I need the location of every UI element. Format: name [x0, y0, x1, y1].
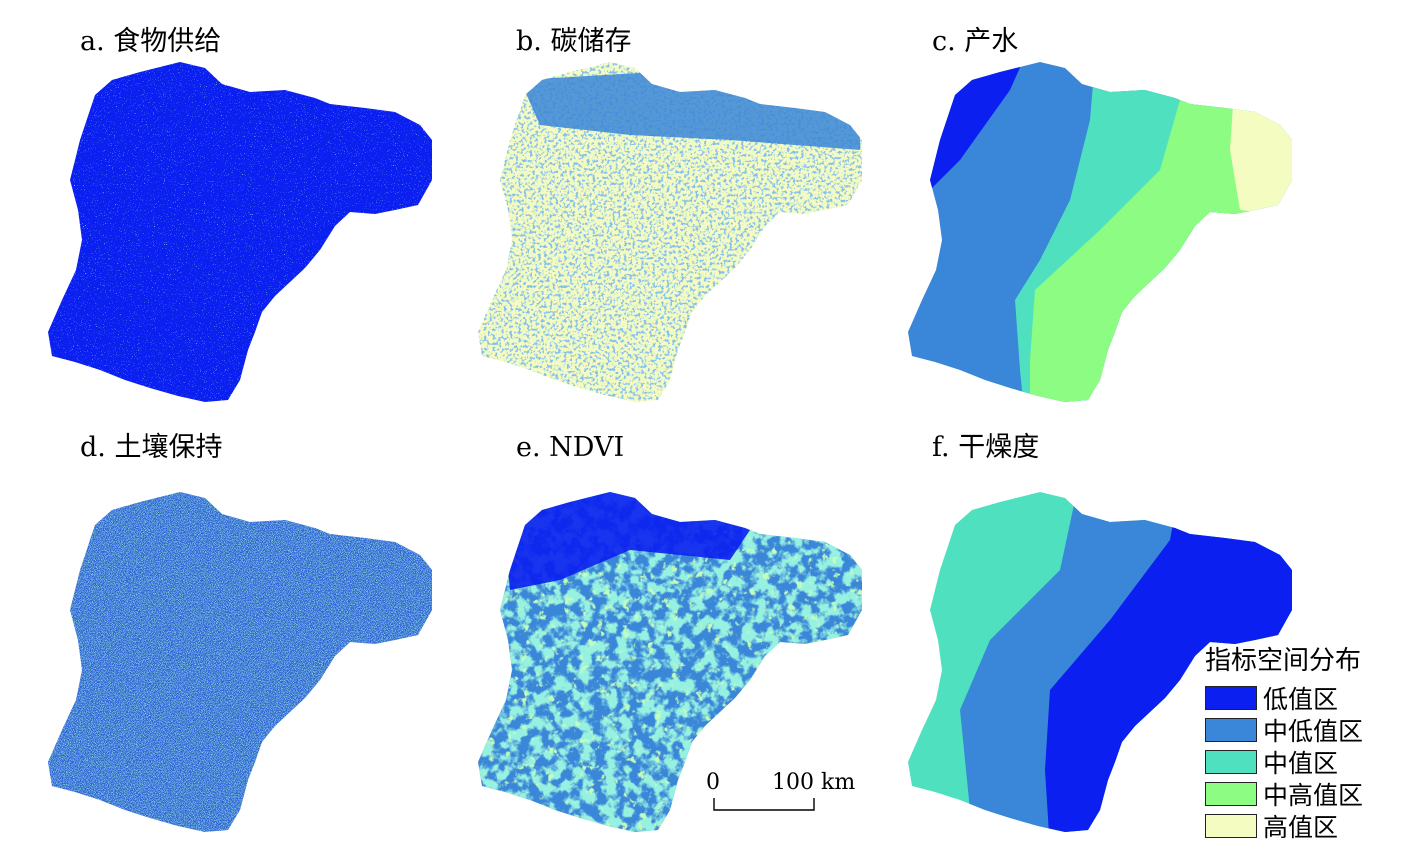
legend-swatch — [1205, 718, 1257, 742]
legend-swatch — [1205, 814, 1257, 838]
map-carbon-storage — [478, 62, 862, 402]
panel-water-yield: c. 产水 — [860, 0, 1330, 420]
legend-label: 中高值区 — [1263, 781, 1364, 810]
panel-aridity: f. 干燥度 — [860, 430, 1330, 850]
panel-carbon-storage: b. 碳储存 — [430, 0, 900, 420]
map-food-supply — [48, 62, 432, 402]
scale-bar-line — [713, 798, 815, 811]
map-water-yield — [908, 62, 1292, 402]
legend-item: 低值区 — [1205, 682, 1405, 714]
scale-bar: 0 100 km — [700, 770, 870, 820]
panel-food-supply: a. 食物供给 — [0, 0, 470, 420]
legend-swatch — [1205, 782, 1257, 806]
legend-swatch — [1205, 750, 1257, 774]
panel-soil-retention: d. 土壤保持 — [0, 430, 470, 850]
legend-item: 高值区 — [1205, 810, 1405, 842]
scale-end-label: 100 km — [772, 770, 856, 795]
legend-label: 低值区 — [1263, 685, 1339, 714]
panel-title: d. 土壤保持 — [80, 432, 223, 463]
map-soil-retention — [48, 492, 432, 832]
panel-title: a. 食物供给 — [80, 26, 222, 57]
panel-title: f. 干燥度 — [932, 432, 1040, 463]
legend-swatch — [1205, 686, 1257, 710]
legend-label: 高值区 — [1263, 813, 1339, 842]
scale-start-label: 0 — [706, 770, 720, 795]
panel-title: c. 产水 — [932, 26, 1019, 57]
legend-item: 中高值区 — [1205, 778, 1405, 810]
panel-ndvi: e. NDVI — [430, 430, 900, 850]
legend-item: 中低值区 — [1205, 714, 1405, 746]
panel-title: b. 碳储存 — [516, 26, 632, 57]
legend-label: 中低值区 — [1263, 717, 1364, 746]
legend-title: 指标空间分布 — [1205, 646, 1362, 676]
map-ndvi — [478, 492, 862, 832]
legend: 指标空间分布 低值区 中低值区 中值区 中高值区 高值区 — [1205, 648, 1405, 842]
legend-label: 中值区 — [1263, 749, 1339, 778]
panel-title: e. NDVI — [516, 432, 625, 463]
map-aridity — [908, 492, 1292, 832]
legend-item: 中值区 — [1205, 746, 1405, 778]
